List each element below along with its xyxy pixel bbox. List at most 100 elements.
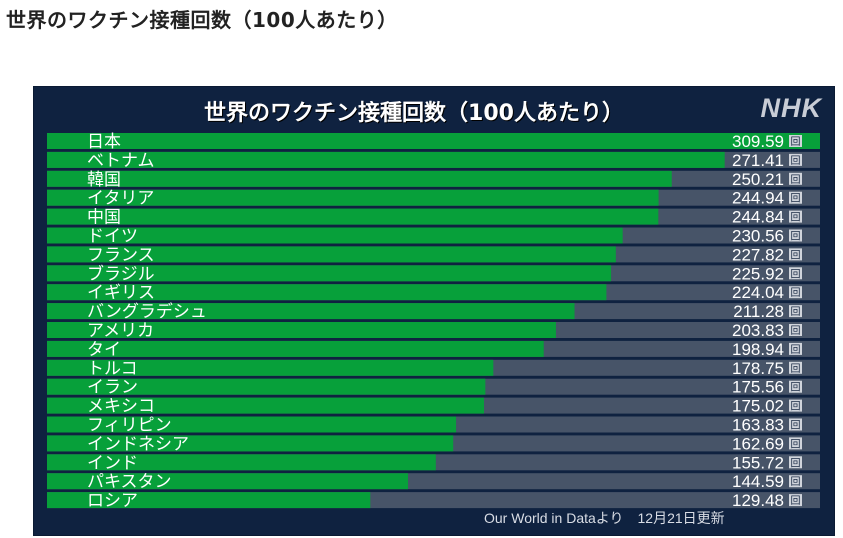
- value-label: 230.56: [732, 227, 784, 246]
- unit-badge: [789, 494, 802, 507]
- unit-badge: [789, 286, 802, 299]
- value-label: 244.94: [732, 189, 784, 208]
- bar: [47, 265, 612, 282]
- bar: [47, 170, 672, 187]
- unit-badge: [789, 342, 802, 355]
- unit-badge: [789, 437, 802, 450]
- value-label: 309.59: [732, 132, 784, 151]
- unit-label: 回: [791, 457, 801, 469]
- bar: [47, 227, 623, 244]
- unit-badge: [789, 267, 802, 280]
- unit-label: 回: [791, 306, 801, 318]
- unit-label: 回: [791, 287, 801, 299]
- unit-badge: [789, 305, 802, 318]
- value-label: 250.21: [732, 170, 784, 189]
- value-label: 175.02: [732, 397, 784, 416]
- unit-label: 回: [791, 495, 801, 507]
- unit-badge: [789, 399, 802, 412]
- unit-label: 回: [791, 136, 801, 148]
- bar: [47, 492, 371, 509]
- unit-label: 回: [791, 420, 801, 432]
- bar: [47, 359, 494, 376]
- unit-badge: [789, 456, 802, 469]
- unit-badge: [789, 172, 802, 185]
- unit-label: 回: [791, 325, 801, 337]
- unit-label: 回: [791, 382, 801, 394]
- unit-badge: [789, 475, 802, 488]
- unit-label: 回: [791, 438, 801, 450]
- bar: [47, 397, 484, 414]
- unit-label: 回: [791, 476, 801, 488]
- bar: [47, 322, 556, 338]
- category-label: ロシア: [87, 491, 138, 511]
- unit-badge: [789, 248, 802, 261]
- category-label: 中国: [87, 208, 121, 228]
- value-label: 203.83: [732, 321, 784, 340]
- category-label: フィリピン: [87, 416, 172, 436]
- bar: [47, 133, 820, 149]
- page-heading: 世界のワクチン接種回数（100人あたり）: [6, 8, 398, 32]
- category-label: パキスタン: [87, 472, 172, 492]
- bar: [47, 435, 454, 452]
- source-note: Our World in Dataより 12月21日更新: [484, 510, 725, 526]
- category-label: インド: [87, 453, 138, 473]
- unit-badge: [789, 153, 802, 166]
- unit-label: 回: [791, 231, 801, 243]
- nhk-logo: NHK: [760, 93, 822, 123]
- unit-label: 回: [791, 193, 801, 205]
- bar: [47, 151, 725, 168]
- unit-badge: [789, 191, 802, 204]
- unit-badge: [789, 210, 802, 223]
- category-label: アメリカ: [87, 321, 154, 341]
- unit-label: 回: [791, 155, 801, 167]
- unit-badge: [789, 418, 802, 431]
- bar: [47, 473, 409, 490]
- value-label: 163.83: [732, 416, 784, 435]
- value-label: 155.72: [732, 453, 784, 472]
- category-label: トルコ: [87, 359, 138, 379]
- value-label: 144.59: [732, 472, 784, 491]
- value-label: 162.69: [732, 434, 784, 453]
- chart-panel: 世界のワクチン接種回数（100人あたり） NHK 日本 309.59 回ベトナム 27…: [33, 86, 835, 536]
- category-label: ブラジル: [87, 263, 155, 284]
- category-label: メキシコ: [87, 397, 155, 417]
- category-label: フランス: [87, 245, 155, 265]
- value-label: 211.28: [733, 302, 784, 321]
- value-label: 178.75: [732, 359, 784, 378]
- unit-label: 回: [791, 401, 801, 413]
- category-label: 日本: [87, 132, 121, 152]
- value-label: 129.48: [732, 491, 784, 510]
- value-label: 225.92: [732, 264, 784, 283]
- unit-label: 回: [791, 212, 801, 224]
- unit-label: 回: [791, 268, 801, 280]
- unit-badge: [789, 380, 802, 393]
- category-label: ドイツ: [87, 227, 138, 247]
- unit-label: 回: [791, 249, 801, 261]
- category-label: インドネシア: [87, 434, 189, 454]
- bar: [47, 340, 544, 357]
- bar: [47, 303, 575, 320]
- unit-label: 回: [791, 174, 801, 186]
- category-label: イギリス: [87, 283, 155, 303]
- unit-badge: [789, 229, 802, 242]
- value-label: 244.84: [732, 208, 784, 227]
- unit-badge: [789, 324, 802, 336]
- category-label: 韓国: [87, 170, 121, 190]
- bar: [47, 208, 659, 225]
- bar: [47, 246, 616, 263]
- category-label: イタリア: [87, 189, 154, 209]
- unit-badge: [789, 361, 802, 374]
- unit-label: 回: [791, 344, 801, 356]
- value-label: 198.94: [732, 340, 784, 359]
- chart-title: 世界のワクチン接種回数（100人あたり）: [204, 101, 624, 126]
- bar: [47, 378, 486, 395]
- category-label: タイ: [87, 340, 121, 360]
- unit-label: 回: [791, 363, 801, 375]
- bar: [47, 416, 457, 433]
- category-label: イラン: [87, 378, 138, 398]
- category-label: ベトナム: [87, 151, 155, 171]
- value-label: 175.56: [732, 378, 784, 397]
- bar: [47, 189, 659, 206]
- bar: [47, 284, 607, 301]
